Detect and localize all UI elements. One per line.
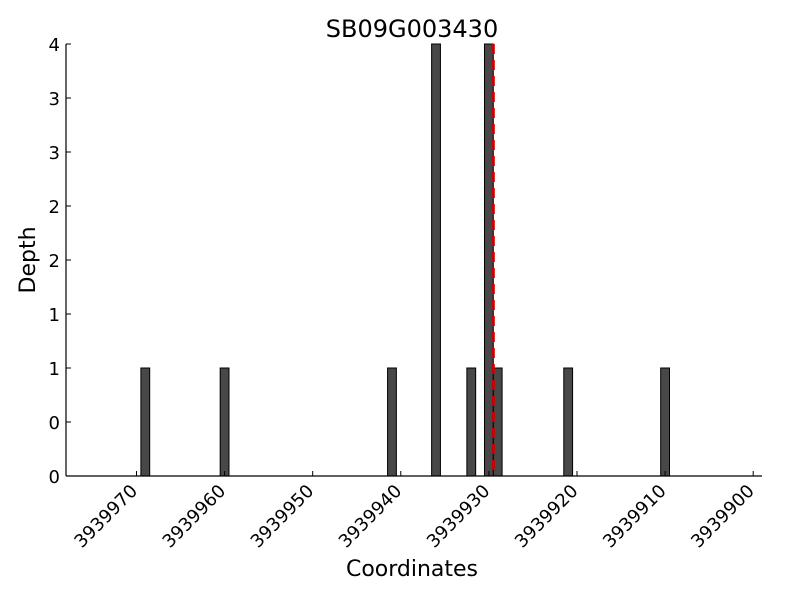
x-tick-label: 3939960 <box>159 481 231 553</box>
y-tick-label: 4 <box>49 35 60 56</box>
x-tick-label: 3939970 <box>70 481 142 553</box>
bar-2 <box>387 367 397 477</box>
bar-7 <box>563 367 574 477</box>
x-tick-label: 3939920 <box>511 481 583 553</box>
bar-4 <box>466 367 477 477</box>
bar-3 <box>431 43 441 477</box>
y-tick-label: 0 <box>49 413 60 434</box>
y-ticks: 0 0 1 1 2 2 3 3 4 <box>49 35 71 488</box>
x-tick-label: 3939930 <box>423 481 495 553</box>
bar-1 <box>219 367 230 477</box>
y-axis-label: Depth <box>16 226 41 293</box>
chart-title: SB09G003430 <box>326 15 498 43</box>
y-tick-label: 3 <box>49 89 60 110</box>
bar-8 <box>660 367 670 477</box>
bar-0 <box>140 367 151 477</box>
x-axis-label: Coordinates <box>346 557 478 582</box>
x-tick-label: 3939950 <box>247 481 319 553</box>
x-tick-label: 3939900 <box>687 481 759 553</box>
x-tick-label: 3939940 <box>335 481 407 553</box>
y-tick-label: 0 <box>49 467 60 488</box>
bars-group <box>140 43 670 477</box>
x-tick-label: 3939910 <box>599 481 671 553</box>
y-tick-label: 3 <box>49 143 60 164</box>
y-tick-label: 1 <box>49 305 60 326</box>
x-ticks: 3939970 3939960 3939950 3939940 3939930 39399… <box>70 471 759 553</box>
y-tick-label: 2 <box>49 251 60 272</box>
y-tick-label: 2 <box>49 197 60 218</box>
y-tick-label: 1 <box>49 359 60 380</box>
